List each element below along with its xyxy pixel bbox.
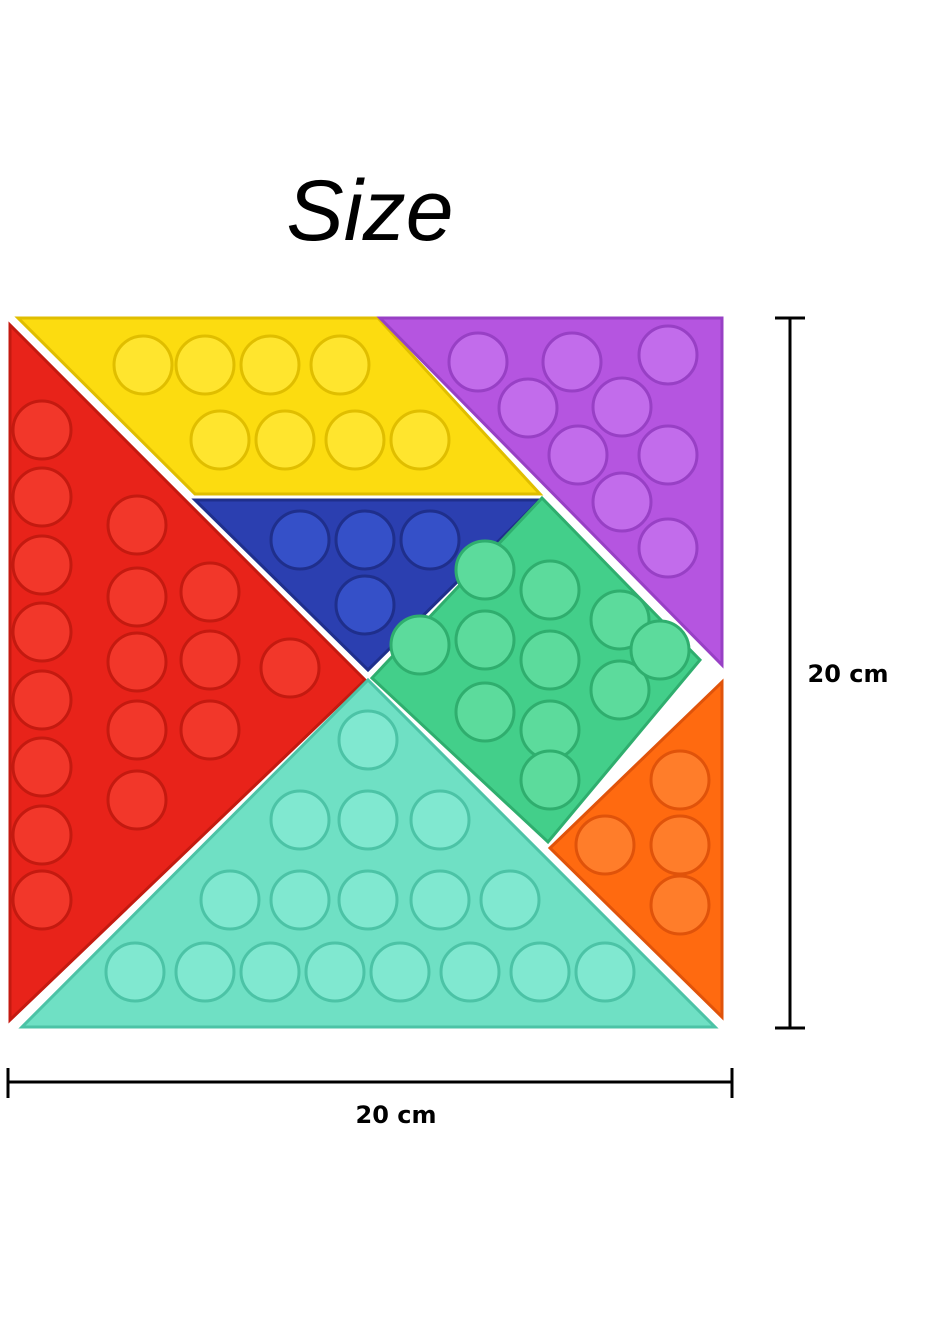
- bubble: [589, 659, 651, 721]
- height-label: 20 cm: [808, 660, 889, 688]
- bubble: [11, 601, 73, 663]
- bubble: [574, 814, 636, 876]
- bubble: [574, 941, 636, 1003]
- bubble: [239, 334, 301, 396]
- bubble: [629, 619, 691, 681]
- bubble: [479, 869, 541, 931]
- bubble: [269, 509, 331, 571]
- bubble: [337, 709, 399, 771]
- bubble: [269, 789, 331, 851]
- bubble: [179, 699, 241, 761]
- bubble: [497, 377, 559, 439]
- bubble: [409, 789, 471, 851]
- bubble: [179, 561, 241, 623]
- bubble: [541, 331, 603, 393]
- bubble: [174, 941, 236, 1003]
- bubble: [11, 869, 73, 931]
- bubble: [454, 681, 516, 743]
- bubble: [637, 517, 699, 579]
- bubble: [104, 941, 166, 1003]
- bubble: [439, 941, 501, 1003]
- bubble: [454, 539, 516, 601]
- bubble: [454, 609, 516, 671]
- bubble: [649, 874, 711, 936]
- bubble: [254, 409, 316, 471]
- bubble: [591, 376, 653, 438]
- bubble: [106, 699, 168, 761]
- bubble: [11, 534, 73, 596]
- bubble: [239, 941, 301, 1003]
- bubble: [199, 869, 261, 931]
- bubble: [519, 749, 581, 811]
- bubble: [649, 814, 711, 876]
- tangram-toy: [8, 316, 724, 1029]
- bubble: [649, 749, 711, 811]
- bubble: [304, 941, 366, 1003]
- bubble: [174, 334, 236, 396]
- bubble: [519, 559, 581, 621]
- bubble: [112, 334, 174, 396]
- bubble: [179, 629, 241, 691]
- bubble: [11, 804, 73, 866]
- width-label: 20 cm: [356, 1101, 437, 1129]
- bubble: [309, 334, 371, 396]
- bubble: [11, 736, 73, 798]
- bubble: [637, 424, 699, 486]
- bubble: [106, 769, 168, 831]
- bubble: [11, 399, 73, 461]
- bubble: [399, 509, 461, 571]
- bubble: [189, 409, 251, 471]
- bubble: [11, 669, 73, 731]
- bubble: [389, 614, 451, 676]
- bubble: [591, 471, 653, 533]
- bubble: [324, 409, 386, 471]
- bubble: [106, 494, 168, 556]
- bubble: [409, 869, 471, 931]
- bubble: [106, 566, 168, 628]
- bubble: [547, 424, 609, 486]
- bubble: [637, 324, 699, 386]
- bubble: [369, 941, 431, 1003]
- title: Size: [286, 163, 453, 259]
- bubble: [269, 869, 331, 931]
- bubble: [519, 629, 581, 691]
- bubble: [337, 789, 399, 851]
- bubble: [337, 869, 399, 931]
- bubble: [509, 941, 571, 1003]
- bubble: [106, 631, 168, 693]
- bubble: [11, 466, 73, 528]
- bubble: [389, 409, 451, 471]
- bubble: [334, 574, 396, 636]
- dimension-lines: [6, 316, 805, 1098]
- bubble: [447, 331, 509, 393]
- teal-triangle: [18, 677, 719, 1029]
- bubble: [334, 509, 396, 571]
- bubble: [259, 637, 321, 699]
